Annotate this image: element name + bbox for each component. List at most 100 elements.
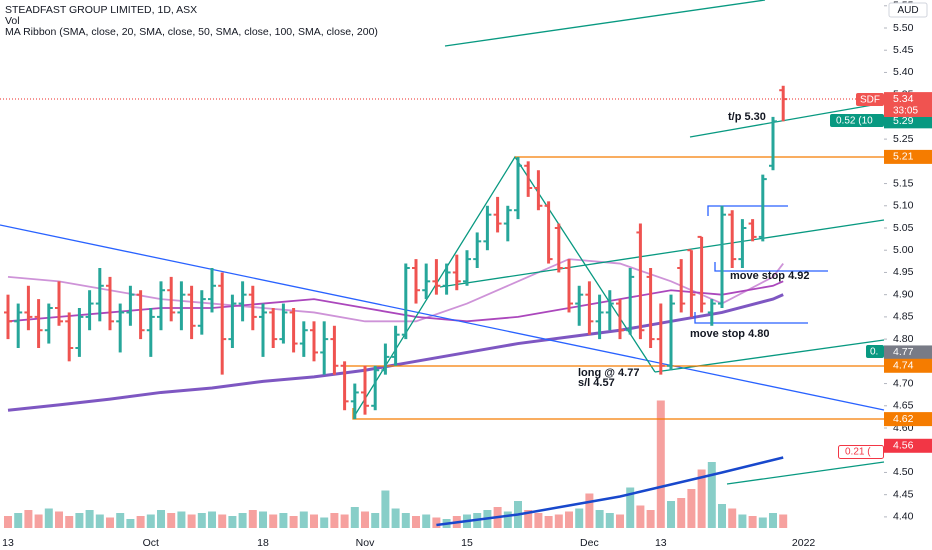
volume-bar [534,513,543,528]
y-tick-label: 5.25 [893,133,914,145]
volume-bar [779,514,788,528]
volume-bar [503,511,512,528]
price-label: 4.77 [893,346,914,358]
volume-bar [218,514,227,528]
chart-title: STEADFAST GROUP LIMITED, 1D, ASX [5,4,197,16]
volume-bar [585,493,594,528]
volume-pane [4,400,788,528]
currency-box [888,2,928,18]
price-label-box [884,358,932,373]
trend-line [654,339,885,373]
y-tick-label: 4.50 [893,466,914,478]
change-box [838,445,884,459]
price-bars [4,85,788,420]
volume-bar [636,505,645,528]
volume-bar [371,513,380,528]
ma-line [7,293,784,412]
price-label: 4.56 [893,440,914,452]
ma-line [7,258,784,323]
volume-bar [177,511,186,528]
x-tick-label: Nov [356,537,375,549]
y-tick-label: 4.90 [893,288,914,300]
trend-line [726,461,885,485]
volume-bar [269,514,278,528]
x-tick-label: Oct [143,537,159,549]
x-tick-label: 18 [257,537,269,549]
volume-bar [116,513,125,528]
annotation: s/l 4.57 [578,377,615,389]
volume-bar [401,513,410,528]
volume-bar [718,504,726,528]
volume-bar [350,507,359,528]
volume-label: Vol [5,15,20,27]
y-tick-label: 5.10 [893,200,914,212]
volume-bar [330,513,339,528]
volume-bar [667,501,675,528]
level-line [352,408,884,420]
volume-bar [14,513,23,528]
annotation: move stop 4.92 [730,270,809,282]
currency: AUD [897,5,918,16]
y-tick-label: 4.45 [893,488,914,500]
volume-bar [656,400,665,528]
volume-bar [248,510,257,528]
countdown-box [884,105,932,117]
price-label-box [884,345,932,360]
volume-bar [687,489,696,528]
y-tick-label: 4.70 [893,377,914,389]
volume-bar [626,487,635,528]
y-tick-label: 4.80 [893,333,914,345]
y-tick-label: 5.50 [893,22,914,34]
annotations: t/p 5.30 move stop 4.92 move stop 4.80 l… [578,111,809,389]
volume-bar [565,511,573,528]
volume-bar [320,517,329,528]
y-tick-label: 4.95 [893,266,914,278]
price-label-box [884,412,932,427]
volume-bar [748,516,757,528]
price-label: 5.21 [893,151,914,163]
volume-bar [299,511,308,528]
volume-bar [605,513,614,528]
volume-bar [136,516,145,528]
volume-bar [34,514,43,528]
symbol-tag [856,93,884,106]
volume-bar [707,462,716,528]
change-box [830,114,884,127]
trend-line [689,102,885,138]
price-label: 5.29 [893,115,914,127]
volume-bar [44,508,53,528]
y-tick-label: 5.00 [893,244,914,256]
price-label: 4.74 [893,360,914,372]
volume-bar [259,511,267,528]
volume-bar [157,510,165,528]
volume-bar [769,513,777,528]
volume-bar [197,513,206,528]
x-tick-label: 13 [655,537,667,549]
change-label: 0.52 (10 [836,116,873,127]
volume-bar [728,508,737,528]
change-label: 0. [870,347,878,358]
price-label: 4.62 [893,413,914,425]
volume-bar [524,510,533,528]
annotation: move stop 4.80 [690,328,769,340]
volume-bar [554,514,563,528]
y-tick-label: 4.40 [893,511,914,523]
x-tick-label: 2022 [792,537,816,549]
volume-bar [24,510,33,528]
volume-bar [758,517,767,528]
drawings [0,0,885,485]
legend: STEADFAST GROUP LIMITED, 1D, ASX Vol MA … [5,4,378,38]
volume-bar [697,469,706,528]
volume-bar [187,514,196,528]
symbol-label: SDF [860,95,880,106]
volume-bar [126,519,135,528]
volume-bar [289,516,298,528]
countdown: 33:05 [893,106,918,117]
tags: SDF 33:05 0.52 (10 0.21 ( 0. AUD [830,2,932,459]
change-label: 0.21 ( [845,447,871,458]
volume-bar [677,498,686,528]
volume-bar [65,516,74,528]
volume-bar [361,511,369,528]
x-tick-label: 15 [461,537,473,549]
